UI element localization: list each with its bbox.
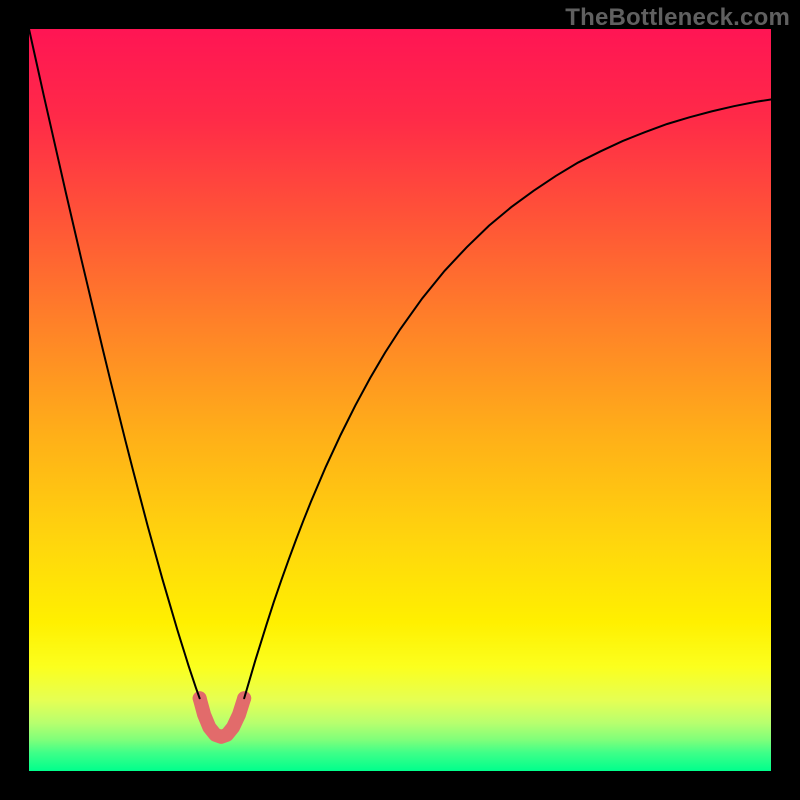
watermark-text: TheBottleneck.com [565,4,790,32]
chart-frame: TheBottleneck.com [0,0,800,800]
gradient-background [29,29,771,771]
plot-area [29,29,771,771]
bottleneck-curve-chart [29,29,771,771]
